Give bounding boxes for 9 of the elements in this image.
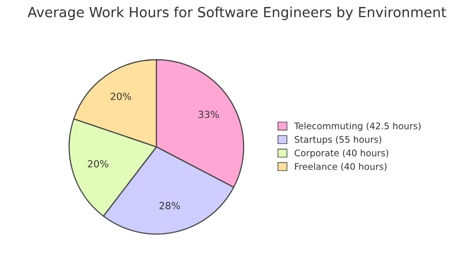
legend-label: Freelance (40 hours) xyxy=(295,162,386,171)
legend-label: Startups (55 hours) xyxy=(294,136,382,145)
data-label: 20% xyxy=(110,92,132,100)
chart-title: Average Work Hours for Software Engineers by Environment xyxy=(28,6,446,20)
legend-label: Telecommuting (42.5 hours) xyxy=(294,122,421,132)
data-label: 33% xyxy=(198,110,219,118)
data-label: 20% xyxy=(88,160,108,168)
legend-label: Corporate (40 hours) xyxy=(294,149,388,158)
data-label: 28% xyxy=(160,202,180,210)
